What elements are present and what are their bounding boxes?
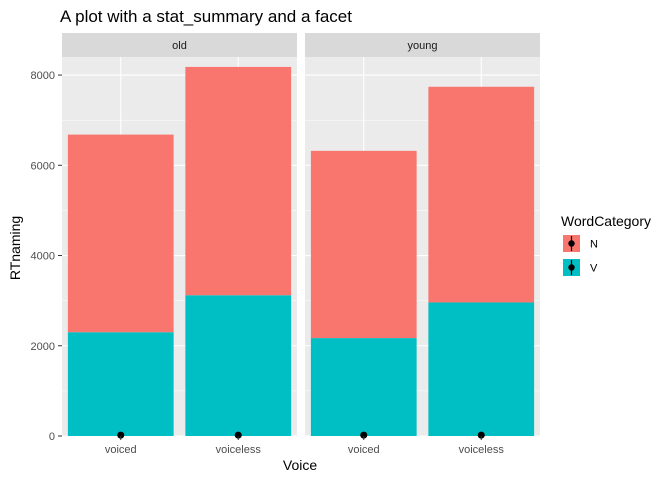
legend-key-point: [568, 240, 575, 247]
facet-strip: [305, 33, 540, 57]
facet-strip: [62, 33, 297, 57]
bar-voiceless-V: [428, 302, 535, 436]
legend-entry-N: N: [563, 235, 598, 252]
x-axis-title: Voice: [283, 457, 317, 473]
x-tick-label: voiceless: [216, 444, 262, 456]
legend-title: WordCategory: [561, 213, 651, 229]
x-tick-label: voiceless: [459, 444, 505, 456]
bar-voiced-V: [67, 332, 174, 436]
chart-title: A plot with a stat_summary and a facet: [60, 7, 352, 26]
facet-panels: old voiced voiceless young voiced voiceless: [62, 33, 540, 456]
bar-voiceless-N: [428, 86, 535, 303]
bar-voiced-V: [310, 338, 417, 436]
y-tick-label: 4000: [31, 251, 55, 263]
summary-point: [360, 431, 368, 439]
y-tick-label: 6000: [31, 160, 55, 172]
facet-panel-young: young voiced voiceless: [305, 33, 540, 456]
y-axis-title: RTnaming: [7, 216, 23, 280]
facet-strip-label: old: [172, 40, 187, 52]
y-axis: 0 2000 4000 6000 8000: [31, 70, 62, 443]
bar-voiced-N: [67, 134, 174, 333]
bar-voiceless-N: [185, 66, 292, 296]
summary-point: [117, 431, 125, 439]
legend-label-N: N: [590, 239, 598, 251]
y-tick-label: 2000: [31, 341, 55, 353]
legend-label-V: V: [590, 263, 598, 275]
facet-panel-old: old voiced voiceless: [62, 33, 297, 456]
y-tick-label: 0: [49, 431, 55, 443]
x-tick-label: voiced: [348, 444, 380, 456]
legend-key-point: [568, 264, 575, 271]
x-tick-label: voiced: [105, 444, 137, 456]
legend-entry-V: V: [563, 259, 598, 276]
bar-voiceless-V: [185, 295, 292, 436]
facet-strip-label: young: [408, 40, 438, 52]
summary-point: [477, 431, 485, 439]
y-tick-label: 8000: [31, 70, 55, 82]
summary-point: [234, 431, 242, 439]
bar-voiced-N: [310, 150, 417, 339]
legend: WordCategory NV: [561, 213, 651, 276]
